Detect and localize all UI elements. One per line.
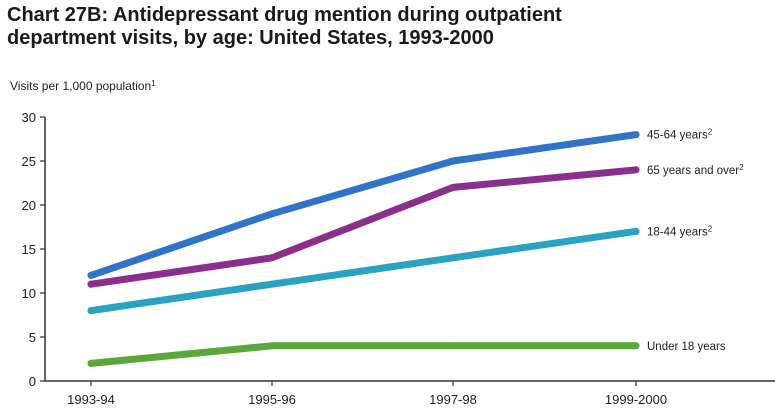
chart-title: Chart 27B: Antidepressant drug mention d… <box>7 4 767 50</box>
x-tick-label: 1999-2000 <box>605 392 667 407</box>
axes: 0 5 10 15 20 25 30 1993-94 1995-96 1997-98 1999-20… <box>22 110 775 407</box>
y-tick-label: 10 <box>22 286 36 301</box>
series-label: Under 18 years <box>647 341 726 353</box>
series-line <box>87 227 640 315</box>
series-lines <box>87 131 640 367</box>
data-point <box>87 271 95 279</box>
x-tick-label: 1995-96 <box>248 392 296 407</box>
y-tick-label: 0 <box>29 374 36 389</box>
data-point <box>449 183 457 191</box>
data-point <box>449 342 457 350</box>
data-point <box>87 359 95 367</box>
data-point <box>268 280 276 288</box>
data-point <box>449 157 457 165</box>
data-point <box>87 307 95 315</box>
data-point <box>632 227 640 235</box>
data-point <box>632 342 640 350</box>
y-tick-label: 15 <box>22 242 36 257</box>
chart-title-line-2: department visits, by age: United States… <box>7 27 494 49</box>
x-tick-label: 1993-94 <box>67 392 115 407</box>
data-point <box>268 210 276 218</box>
series-line <box>87 166 640 288</box>
series-label: 45-64 years2 <box>647 128 713 142</box>
series-label: 18-44 years2 <box>647 224 713 238</box>
series-label: 65 years and over2 <box>647 163 744 177</box>
y-tick-label: 5 <box>29 330 36 345</box>
data-point <box>87 280 95 288</box>
data-point <box>632 131 640 139</box>
x-tick-label: 1997-98 <box>429 392 477 407</box>
data-point <box>268 342 276 350</box>
y-tick-label: 20 <box>22 198 36 213</box>
data-point <box>268 254 276 262</box>
series-line <box>87 131 640 279</box>
y-tick-label: 30 <box>22 110 36 125</box>
y-axis-label: Visits per 1,000 population1 <box>10 79 156 93</box>
data-point <box>632 166 640 174</box>
data-point <box>449 254 457 262</box>
y-tick-label: 25 <box>22 154 36 169</box>
series-line <box>87 342 640 367</box>
series-labels: 45-64 years2 65 years and over2 18-44 year… <box>647 128 744 353</box>
chart-title-line-1: Chart 27B: Antidepressant drug mention d… <box>7 4 562 26</box>
